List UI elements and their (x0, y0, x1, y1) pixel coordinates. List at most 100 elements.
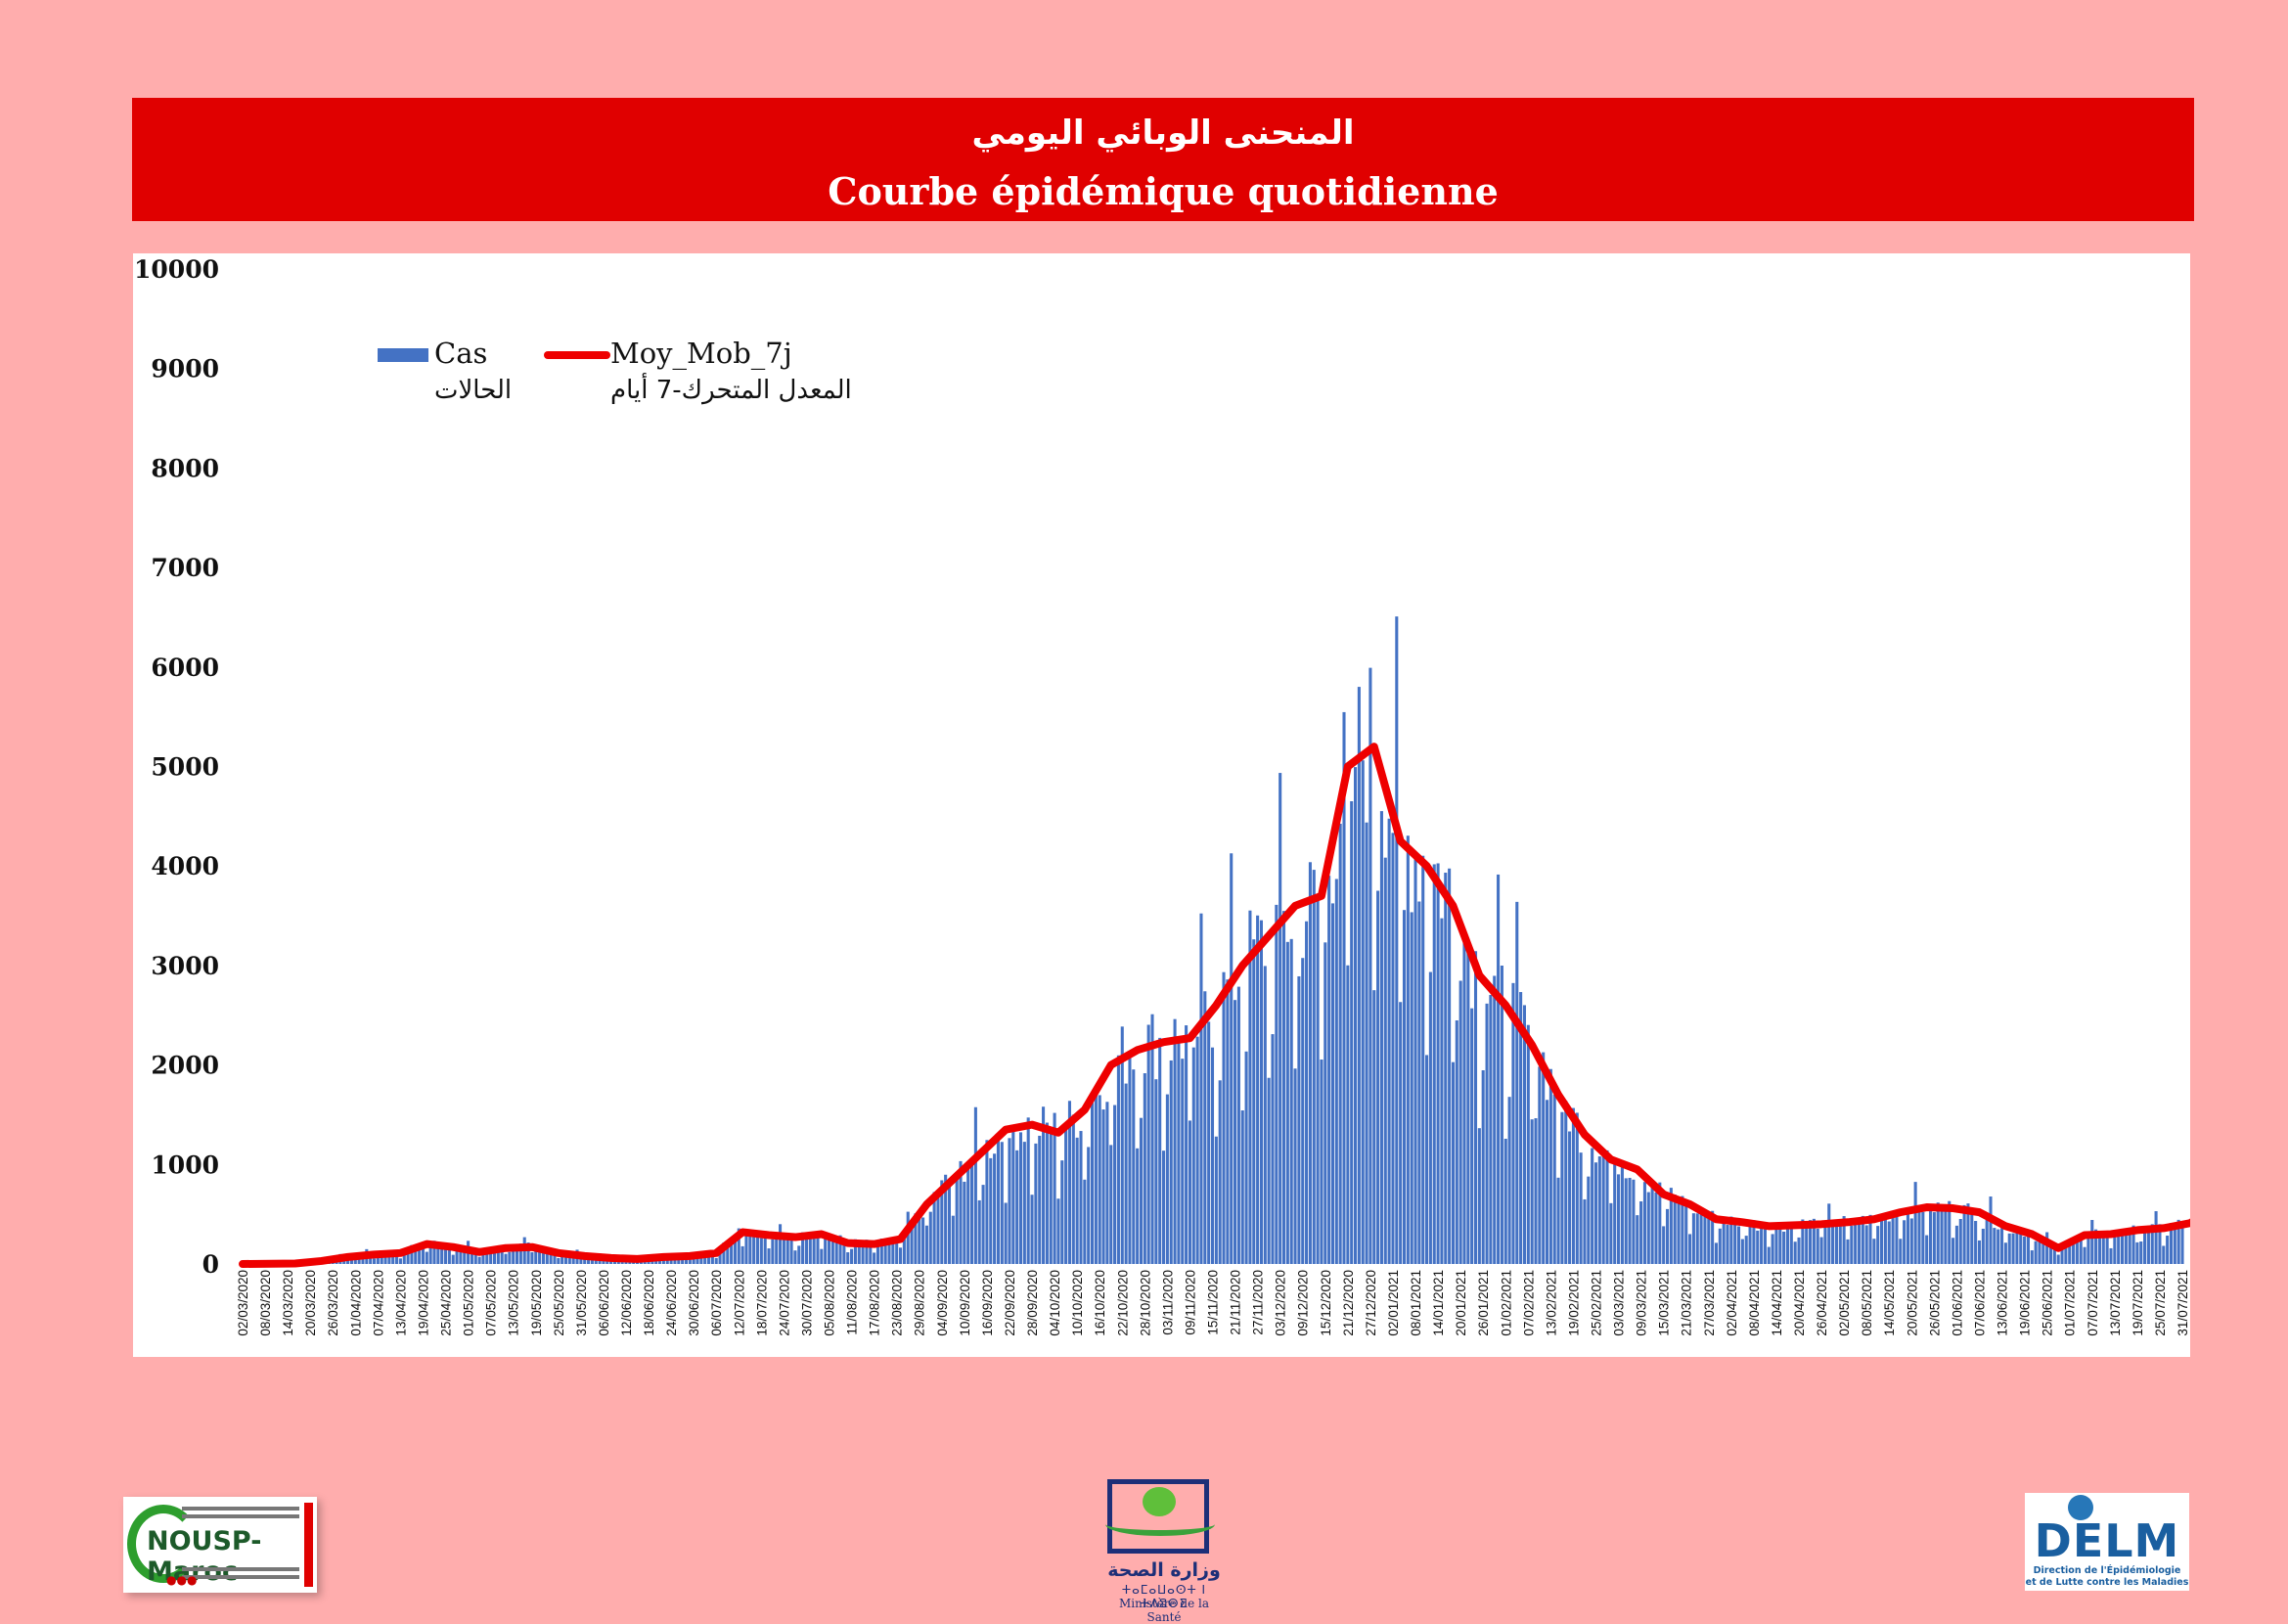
cases-bar (508, 1252, 511, 1264)
x-tick-label: 08/01/2021 (1409, 1270, 1423, 1336)
x-tick-label: 07/06/2021 (1972, 1270, 1987, 1336)
cases-bar (1993, 1228, 1996, 1264)
x-tick-label: 02/03/2020 (236, 1270, 250, 1336)
cases-bar (2125, 1235, 2128, 1264)
cases-bar (689, 1260, 692, 1264)
cases-bar (1132, 1069, 1135, 1264)
cases-bar (1884, 1213, 1887, 1264)
cases-bar (530, 1252, 533, 1264)
cases-bar (793, 1250, 796, 1264)
cases-bar (748, 1234, 751, 1264)
cases-bar (1858, 1223, 1861, 1264)
x-tick-label: 20/04/2021 (1792, 1270, 1807, 1336)
cases-bar (1850, 1226, 1853, 1264)
x-tick-label: 23/08/2020 (890, 1270, 905, 1336)
legend-label-cas-ar: الحالات (434, 376, 512, 405)
cases-bar (1760, 1227, 1763, 1264)
x-tick-label: 28/09/2020 (1025, 1270, 1040, 1336)
cases-bar (1102, 1109, 1105, 1264)
cases-bar (1892, 1214, 1895, 1264)
x-tick-label: 08/05/2021 (1860, 1270, 1874, 1336)
cases-bar (1974, 1221, 1977, 1264)
cases-bar (1534, 1118, 1537, 1264)
x-tick-label: 15/03/2021 (1657, 1270, 1672, 1336)
x-tick-label: 21/11/2020 (1229, 1270, 1243, 1335)
x-tick-label: 13/02/2021 (1544, 1270, 1558, 1336)
cases-bar (1639, 1201, 1642, 1264)
cases-bar (921, 1217, 924, 1264)
cases-bar (1643, 1182, 1646, 1264)
cases-bar (1411, 912, 1413, 1264)
cases-bar (1109, 1145, 1112, 1264)
cases-bar (1056, 1198, 1059, 1264)
cases-bar (767, 1248, 770, 1264)
cases-bar (1384, 858, 1387, 1264)
cases-bar (1083, 1180, 1086, 1264)
cases-bar (1091, 1103, 1094, 1264)
cases-bar (1290, 939, 1293, 1264)
cases-bar (1929, 1210, 1932, 1264)
x-tick-label: 02/04/2021 (1725, 1270, 1739, 1336)
cases-bar (1846, 1240, 1849, 1264)
cases-bar (1876, 1226, 1879, 1264)
x-tick-label: 05/08/2020 (823, 1270, 837, 1336)
cases-bar (1113, 1105, 1116, 1264)
cases-bar (1572, 1108, 1575, 1264)
cases-bar (1087, 1147, 1090, 1264)
x-tick-label: 09/03/2021 (1635, 1270, 1649, 1336)
cases-bar (1462, 931, 1465, 1264)
cases-bar (1219, 1080, 1222, 1264)
cases-bar (2015, 1233, 2018, 1264)
cases-bar (1576, 1112, 1579, 1264)
cases-bar (1185, 1025, 1188, 1264)
cases-bar (1444, 873, 1447, 1264)
cases-bar (1358, 687, 1361, 1264)
cases-bar (1617, 1174, 1620, 1264)
x-tick-label: 26/05/2021 (1927, 1270, 1942, 1336)
cases-bar (1346, 966, 1349, 1264)
cases-bar (1782, 1232, 1785, 1264)
title-banner: المنحنى الوبائي اليومي Courbe épidémique… (132, 98, 2194, 221)
cases-bar (2113, 1237, 2116, 1264)
cases-bar (1605, 1150, 1608, 1264)
y-tick-label: 9000 (151, 355, 219, 383)
cases-bar (1647, 1193, 1650, 1264)
x-tick-label: 10/10/2020 (1070, 1270, 1085, 1336)
x-tick-label: 01/04/2020 (348, 1270, 363, 1336)
cases-bar (1741, 1240, 1744, 1264)
cases-bar (2109, 1248, 2112, 1264)
cases-bar (1034, 1144, 1037, 1264)
cases-bar (850, 1249, 853, 1264)
ministry-name-arabic: وزارة الصحة (1101, 1559, 1227, 1581)
cases-bar (1625, 1178, 1628, 1264)
x-tick-label: 13/07/2021 (2108, 1270, 2123, 1336)
x-tick-label: 16/09/2020 (980, 1270, 995, 1336)
x-tick-label: 03/11/2020 (1160, 1270, 1175, 1335)
cases-bar (2117, 1234, 2120, 1264)
cases-bar (1015, 1150, 1018, 1264)
cases-bar (873, 1252, 875, 1264)
cases-bar (1493, 975, 1496, 1264)
cases-bar (1368, 668, 1371, 1264)
cases-bar (557, 1258, 560, 1264)
cases-bar (929, 1212, 932, 1264)
cases-bar (1564, 1101, 1567, 1264)
cases-bar (1756, 1231, 1759, 1264)
x-tick-label: 25/07/2021 (2153, 1270, 2168, 1336)
x-tick-label: 26/04/2021 (1815, 1270, 1829, 1336)
cases-bar (1749, 1224, 1752, 1264)
x-tick-label: 21/03/2021 (1680, 1270, 1694, 1336)
cases-bar (1189, 1120, 1191, 1264)
x-tick-label: 12/06/2020 (619, 1270, 634, 1336)
cases-bar (1970, 1208, 1973, 1264)
y-tick-label: 2000 (151, 1052, 219, 1080)
x-tick-label: 02/05/2021 (1837, 1270, 1852, 1336)
cases-bar (1260, 921, 1263, 1264)
y-tick-label: 1000 (151, 1150, 219, 1179)
cases-bar (1903, 1220, 1906, 1264)
cases-bar (1587, 1177, 1590, 1264)
cases-bar (1820, 1238, 1823, 1264)
cases-bar (2019, 1231, 2022, 1264)
x-tick-label: 31/05/2020 (574, 1270, 589, 1336)
